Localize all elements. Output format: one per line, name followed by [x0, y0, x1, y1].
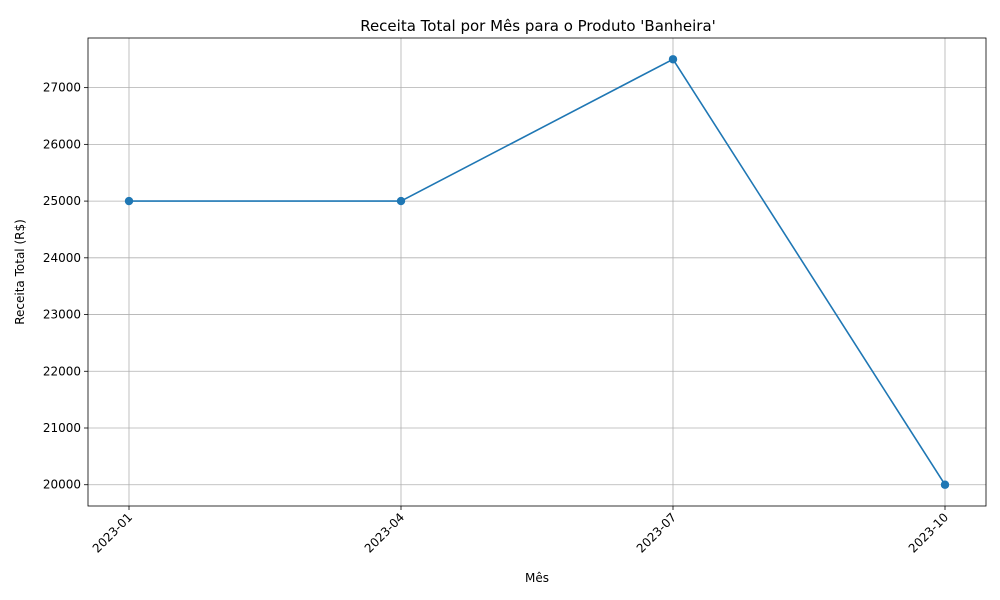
- y-tick-label: 20000: [43, 478, 81, 492]
- series-line: [129, 58, 946, 486]
- y-tick-label: 22000: [43, 364, 81, 378]
- y-tick-label: 23000: [43, 308, 81, 322]
- x-tick-label: 2023-04: [362, 510, 407, 555]
- data-point: [396, 196, 406, 206]
- y-tick-label: 27000: [43, 81, 81, 95]
- data-point: [668, 55, 678, 64]
- x-tick-label: 2023-10: [906, 510, 951, 555]
- y-tick-label: 21000: [43, 421, 81, 435]
- x-tick-label: 2023-01: [90, 510, 135, 555]
- series-layer: [124, 55, 950, 489]
- plot-frame: [87, 37, 987, 507]
- y-tick-label: 24000: [43, 251, 81, 265]
- x-tick-label: 2023-07: [634, 510, 679, 555]
- data-point: [940, 480, 950, 489]
- x-axis-label: Mês: [525, 571, 549, 585]
- data-point: [124, 196, 134, 206]
- y-tick-label: 25000: [43, 194, 81, 208]
- y-tick-label: 26000: [43, 137, 81, 151]
- y-axis-label: Receita Total (R$): [13, 219, 27, 325]
- chart-title: Receita Total por Mês para o Produto 'Ba…: [360, 17, 716, 35]
- grid-layer: [88, 38, 986, 506]
